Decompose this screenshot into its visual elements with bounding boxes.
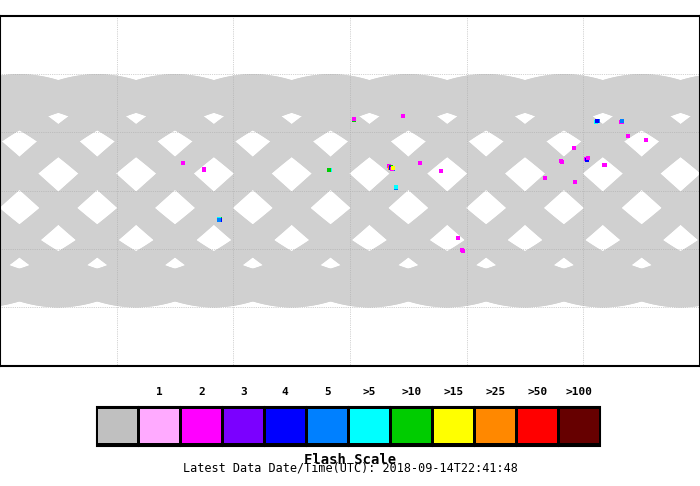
Text: 5: 5 <box>324 387 330 397</box>
Polygon shape <box>1 75 699 307</box>
Bar <box>308 409 346 443</box>
Polygon shape <box>1 75 699 307</box>
Bar <box>433 407 474 446</box>
Polygon shape <box>1 75 699 307</box>
Polygon shape <box>1 75 699 307</box>
Text: 1: 1 <box>156 387 162 397</box>
Bar <box>223 407 264 446</box>
Text: >25: >25 <box>485 387 505 397</box>
Polygon shape <box>1 75 699 307</box>
Bar <box>182 409 220 443</box>
Polygon shape <box>1 75 699 307</box>
Text: Latest Data Date/Time(UTC): 2018-09-14T22:41:48: Latest Data Date/Time(UTC): 2018-09-14T2… <box>183 461 517 474</box>
Bar <box>518 409 556 443</box>
Bar <box>266 409 304 443</box>
Bar <box>307 407 348 446</box>
Text: 4: 4 <box>282 387 288 397</box>
Bar <box>139 407 180 446</box>
Polygon shape <box>1 75 699 307</box>
Bar <box>476 409 514 443</box>
Text: 2: 2 <box>198 387 204 397</box>
Bar <box>181 407 222 446</box>
Bar <box>559 407 600 446</box>
Text: >15: >15 <box>443 387 463 397</box>
Bar <box>140 409 178 443</box>
Polygon shape <box>1 75 699 307</box>
Text: >5: >5 <box>363 387 376 397</box>
Bar <box>434 409 473 443</box>
Bar <box>98 409 136 443</box>
Polygon shape <box>1 75 699 307</box>
Polygon shape <box>1 75 699 307</box>
Polygon shape <box>1 75 699 307</box>
Bar <box>350 409 389 443</box>
Text: >10: >10 <box>401 387 421 397</box>
Bar <box>265 407 306 446</box>
Polygon shape <box>1 75 699 307</box>
Bar <box>517 407 558 446</box>
Bar <box>560 409 598 443</box>
Bar <box>391 407 432 446</box>
Text: >50: >50 <box>527 387 547 397</box>
Bar <box>392 409 430 443</box>
Polygon shape <box>1 75 699 307</box>
Polygon shape <box>1 75 699 307</box>
Bar <box>349 407 390 446</box>
Text: Flash Scale: Flash Scale <box>304 453 396 467</box>
Text: 3: 3 <box>240 387 246 397</box>
Polygon shape <box>1 75 699 307</box>
Text: >100: >100 <box>566 387 593 397</box>
Bar <box>97 407 138 446</box>
Polygon shape <box>1 75 699 307</box>
Polygon shape <box>1 75 699 307</box>
Bar <box>475 407 516 446</box>
Bar <box>224 409 262 443</box>
Polygon shape <box>1 75 699 307</box>
